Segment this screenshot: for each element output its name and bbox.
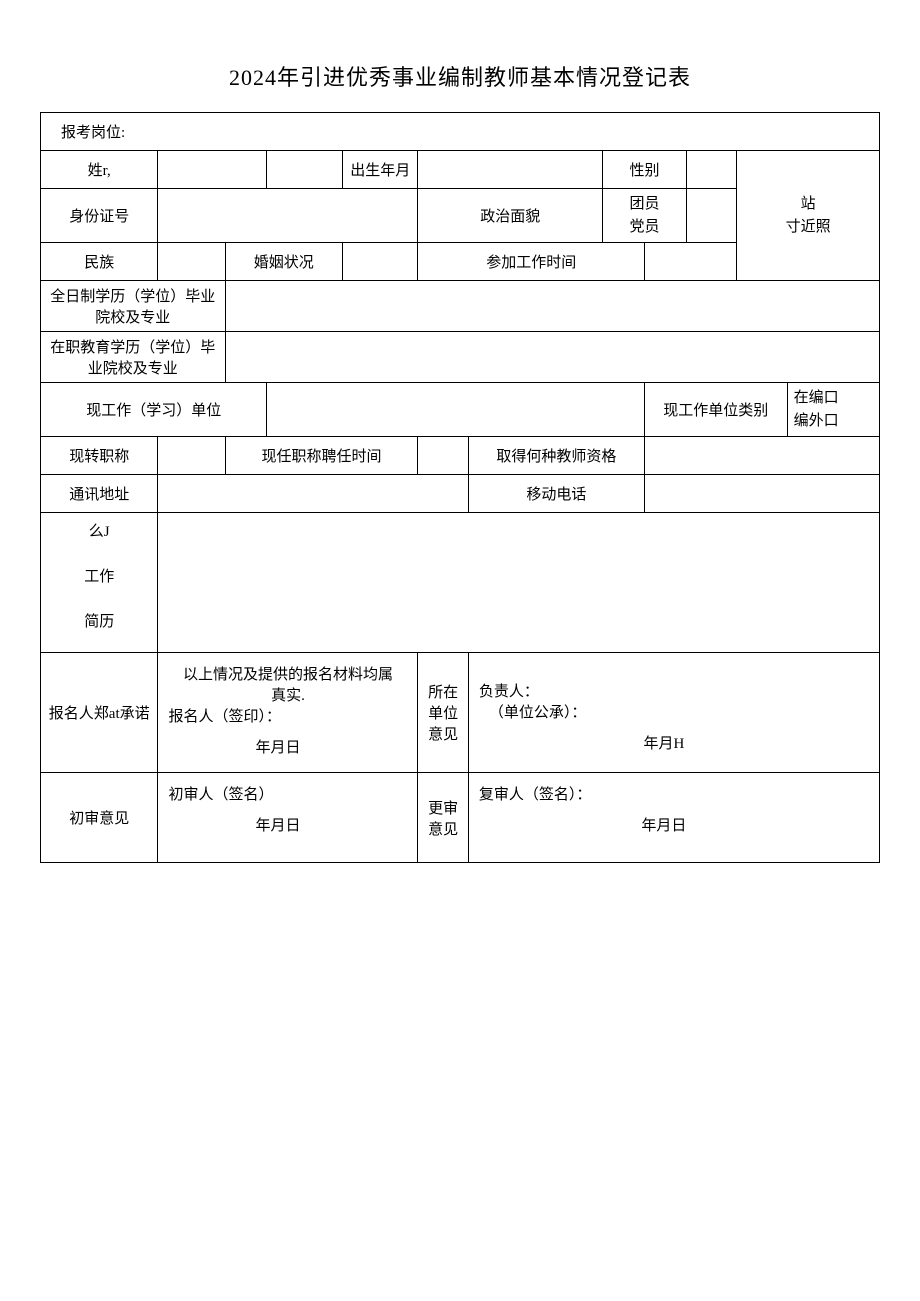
- name-extra[interactable]: [267, 151, 343, 189]
- first-review-label: 初审意见: [41, 773, 158, 863]
- teacher-cert-value[interactable]: [644, 437, 879, 475]
- party-options: 团员 党员: [603, 189, 687, 243]
- fulltime-edu-label: 全日制学历（学位）毕业院校及专业: [41, 281, 226, 332]
- teacher-cert-label: 取得何种教师资格: [468, 437, 644, 475]
- political-value[interactable]: [686, 189, 736, 243]
- address-label: 通讯地址: [41, 475, 158, 513]
- photo-label-1: 站: [743, 193, 873, 216]
- applicant-promise-label: 报名人郑at承诺: [41, 653, 158, 773]
- birth-label: 出生年月: [342, 151, 418, 189]
- photo-label-2: 寸近照: [743, 216, 873, 239]
- unit-person: 负责人：: [479, 680, 869, 701]
- fulltime-edu-value[interactable]: [225, 281, 879, 332]
- gender-label: 性别: [603, 151, 687, 189]
- id-value[interactable]: [158, 189, 418, 243]
- unit-date: 年月H: [479, 732, 869, 753]
- promise-text-1: 以上情况及提供的报名材料均属真实.: [168, 663, 407, 705]
- workplace-value[interactable]: [267, 383, 645, 437]
- unit-opinion-content[interactable]: 负责人： （单位公承）： 年月H: [468, 653, 879, 773]
- form-title: 2024年引进优秀事业编制教师基本情况登记表: [40, 60, 880, 92]
- party-option-1: 团员: [609, 193, 680, 216]
- inservice-edu-label: 在职教育学历（学位）毕业院校及专业: [41, 332, 226, 383]
- name-value[interactable]: [158, 151, 267, 189]
- second-review-label: 更审意见: [418, 773, 468, 863]
- marital-label: 婚姻状况: [225, 243, 342, 281]
- applicant-promise-content[interactable]: 以上情况及提供的报名材料均属真实. 报名人（签印）： 年月日: [158, 653, 418, 773]
- registration-form-table: 报考岗位: 姓r, 出生年月 性别 站 寸近照 身份证号 政治面貌 团员 党员 …: [40, 112, 880, 863]
- not-enrolled-option: 编外口: [794, 410, 873, 433]
- workstart-label: 参加工作时间: [418, 243, 645, 281]
- unit-seal: （单位公承）：: [479, 701, 869, 722]
- birth-value[interactable]: [418, 151, 603, 189]
- gender-value[interactable]: [686, 151, 736, 189]
- inservice-edu-value[interactable]: [225, 332, 879, 383]
- mobile-label: 移动电话: [468, 475, 644, 513]
- second-review-content[interactable]: 复审人（签名）： 年月日: [468, 773, 879, 863]
- marital-value[interactable]: [342, 243, 418, 281]
- current-title-label: 现转职称: [41, 437, 158, 475]
- work-history-pre: 么J: [47, 521, 151, 544]
- promise-text-2: 报名人（签印）：: [168, 705, 407, 726]
- second-review-date: 年月日: [479, 814, 869, 835]
- enrolled-option: 在编口: [794, 387, 873, 410]
- second-reviewer: 复审人（签名）：: [479, 783, 869, 804]
- title-date-value[interactable]: [418, 437, 468, 475]
- workplace-type-options[interactable]: 在编口 编外口: [787, 383, 879, 437]
- work-history-text2: 简历: [47, 611, 151, 634]
- current-title-value[interactable]: [158, 437, 225, 475]
- name-label: 姓r,: [41, 151, 158, 189]
- work-history-label: 么J 工作 简历: [41, 513, 158, 653]
- first-reviewer: 初审人（签名）: [168, 783, 407, 804]
- photo-cell: 站 寸近照: [737, 151, 880, 281]
- workstart-value[interactable]: [644, 243, 736, 281]
- ethnicity-value[interactable]: [158, 243, 225, 281]
- applying-position-label[interactable]: 报考岗位:: [41, 113, 880, 151]
- political-label: 政治面貌: [418, 189, 603, 243]
- first-review-date: 年月日: [168, 814, 407, 835]
- mobile-value[interactable]: [644, 475, 879, 513]
- work-history-text1: 工作: [47, 566, 151, 589]
- address-value[interactable]: [158, 475, 468, 513]
- first-review-content[interactable]: 初审人（签名） 年月日: [158, 773, 418, 863]
- workplace-label: 现工作（学习）单位: [41, 383, 267, 437]
- promise-date: 年月日: [168, 736, 407, 757]
- title-date-label: 现任职称聘任时间: [225, 437, 418, 475]
- unit-opinion-label: 所在单位意见: [418, 653, 468, 773]
- id-label: 身份证号: [41, 189, 158, 243]
- party-option-2: 党员: [609, 216, 680, 239]
- workplace-type-label: 现工作单位类别: [644, 383, 787, 437]
- ethnicity-label: 民族: [41, 243, 158, 281]
- work-history-value[interactable]: [158, 513, 880, 653]
